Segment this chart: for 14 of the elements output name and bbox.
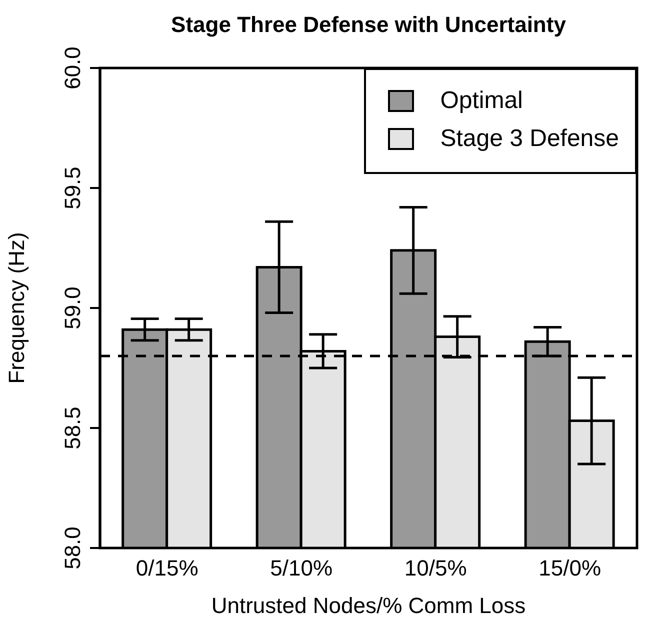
x-tick-label: 5/10% [270,556,333,581]
y-tick-label: 59.0 [60,286,85,330]
legend-label: Stage 3 Defense [440,124,619,154]
chart-title: Stage Three Defense with Uncertainty [170,12,567,38]
x-axis-title: Untrusted Nodes/% Comm Loss [211,593,526,618]
x-tick-label: 0/15% [136,556,198,581]
y-tick-label: 59.5 [60,166,85,210]
legend-label: Optimal [440,86,523,116]
y-tick-label: 58.5 [60,406,85,450]
x-tick-label: 10/5% [404,556,467,581]
x-tick-label: 15/0% [538,556,602,581]
y-axis-title: Frequency (Hz) [4,232,29,384]
y-tick-label: 60.0 [60,46,85,90]
y-tick-label: 58.0 [60,526,85,570]
